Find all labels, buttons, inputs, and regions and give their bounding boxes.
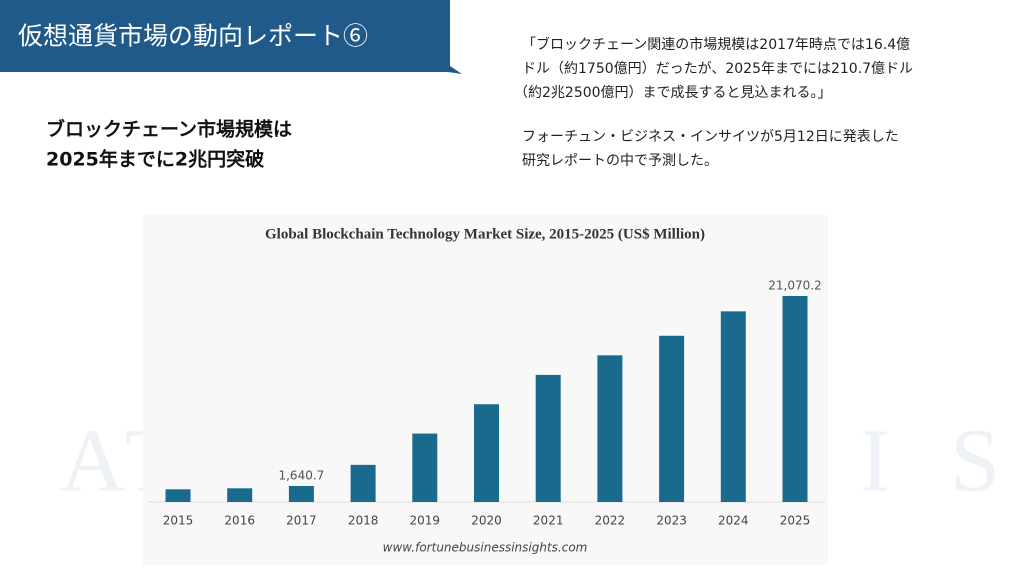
quote-line: （約2兆2500億円）まで成長すると見込まれる。」 <box>514 85 832 101</box>
note-line: 研究レポートの中で予測した。 <box>522 153 718 169</box>
chart-source: www.fortunebusinessinsights.com <box>383 541 588 555</box>
header-banner <box>0 0 462 74</box>
headline: ブロックチェーン市場規模は <box>46 118 292 141</box>
data-label: 21,070.2 <box>768 279 821 293</box>
bar <box>227 488 253 502</box>
x-tick-label: 2019 <box>410 514 441 528</box>
x-tick-label: 2017 <box>286 514 317 528</box>
x-tick-label: 2016 <box>224 514 255 528</box>
bar <box>782 296 808 502</box>
bar <box>288 485 314 502</box>
chart-panel <box>143 215 828 565</box>
quote-line: ドル（約1750億円）だったが、2025年までには210.7億ドル <box>522 61 913 77</box>
watermark: A <box>60 412 125 511</box>
bar <box>597 355 623 502</box>
x-tick-label: 2023 <box>656 514 687 528</box>
x-tick-label: 2018 <box>348 514 379 528</box>
x-tick-label: 2015 <box>163 514 194 528</box>
x-tick-label: 2020 <box>471 514 502 528</box>
bar <box>412 433 438 502</box>
chart-title: Global Blockchain Technology Market Size… <box>265 226 705 242</box>
bar <box>535 374 561 502</box>
x-tick-label: 2025 <box>780 514 811 528</box>
quote-line: 「ブロックチェーン関連の市場規模は2017年時点では16.4億 <box>522 36 910 53</box>
watermark: S <box>950 412 1000 511</box>
x-tick-label: 2021 <box>533 514 564 528</box>
bar <box>720 311 746 502</box>
x-tick-label: 2022 <box>595 514 626 528</box>
note-line: フォーチュン・ビジネス・インサイツが5月12日に発表した <box>522 129 899 145</box>
data-label: 1,640.7 <box>278 468 324 482</box>
bar <box>165 489 191 502</box>
watermark: I <box>860 412 890 511</box>
bar <box>350 464 376 502</box>
x-tick-label: 2024 <box>718 514 749 528</box>
bar <box>659 335 685 502</box>
header-title: 仮想通貨市場の動向レポート⑥ <box>18 22 368 51</box>
bar <box>474 404 499 502</box>
headline: 2025年までに2兆円突破 <box>46 148 264 171</box>
